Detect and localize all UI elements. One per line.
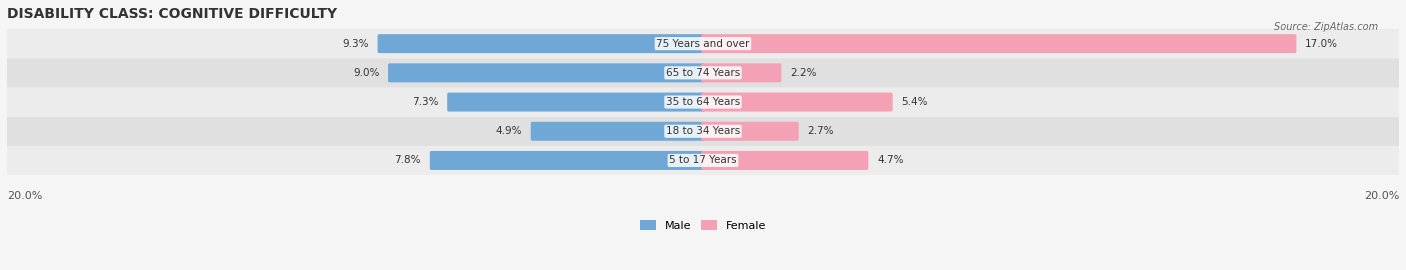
- Text: DISABILITY CLASS: COGNITIVE DIFFICULTY: DISABILITY CLASS: COGNITIVE DIFFICULTY: [7, 7, 337, 21]
- Text: 20.0%: 20.0%: [7, 191, 42, 201]
- Legend: Male, Female: Male, Female: [636, 215, 770, 235]
- FancyBboxPatch shape: [702, 63, 782, 82]
- Text: 4.7%: 4.7%: [877, 156, 904, 166]
- Text: 7.8%: 7.8%: [395, 156, 422, 166]
- Text: 7.3%: 7.3%: [412, 97, 439, 107]
- Text: 2.2%: 2.2%: [790, 68, 817, 78]
- FancyBboxPatch shape: [702, 93, 893, 112]
- FancyBboxPatch shape: [530, 122, 704, 141]
- FancyBboxPatch shape: [388, 63, 704, 82]
- FancyBboxPatch shape: [7, 29, 1399, 58]
- Text: 65 to 74 Years: 65 to 74 Years: [666, 68, 740, 78]
- FancyBboxPatch shape: [702, 122, 799, 141]
- FancyBboxPatch shape: [702, 34, 1296, 53]
- Text: 4.9%: 4.9%: [495, 126, 522, 136]
- Text: 5 to 17 Years: 5 to 17 Years: [669, 156, 737, 166]
- FancyBboxPatch shape: [430, 151, 704, 170]
- FancyBboxPatch shape: [378, 34, 704, 53]
- Text: 18 to 34 Years: 18 to 34 Years: [666, 126, 740, 136]
- Text: 17.0%: 17.0%: [1305, 39, 1339, 49]
- Text: 5.4%: 5.4%: [901, 97, 928, 107]
- Text: 9.0%: 9.0%: [353, 68, 380, 78]
- FancyBboxPatch shape: [447, 93, 704, 112]
- FancyBboxPatch shape: [7, 117, 1399, 146]
- FancyBboxPatch shape: [7, 87, 1399, 117]
- FancyBboxPatch shape: [7, 146, 1399, 175]
- Text: 2.7%: 2.7%: [807, 126, 834, 136]
- Text: 9.3%: 9.3%: [343, 39, 368, 49]
- Text: 35 to 64 Years: 35 to 64 Years: [666, 97, 740, 107]
- Text: Source: ZipAtlas.com: Source: ZipAtlas.com: [1274, 22, 1378, 32]
- Text: 20.0%: 20.0%: [1364, 191, 1399, 201]
- FancyBboxPatch shape: [7, 58, 1399, 87]
- Text: 75 Years and over: 75 Years and over: [657, 39, 749, 49]
- FancyBboxPatch shape: [702, 151, 869, 170]
